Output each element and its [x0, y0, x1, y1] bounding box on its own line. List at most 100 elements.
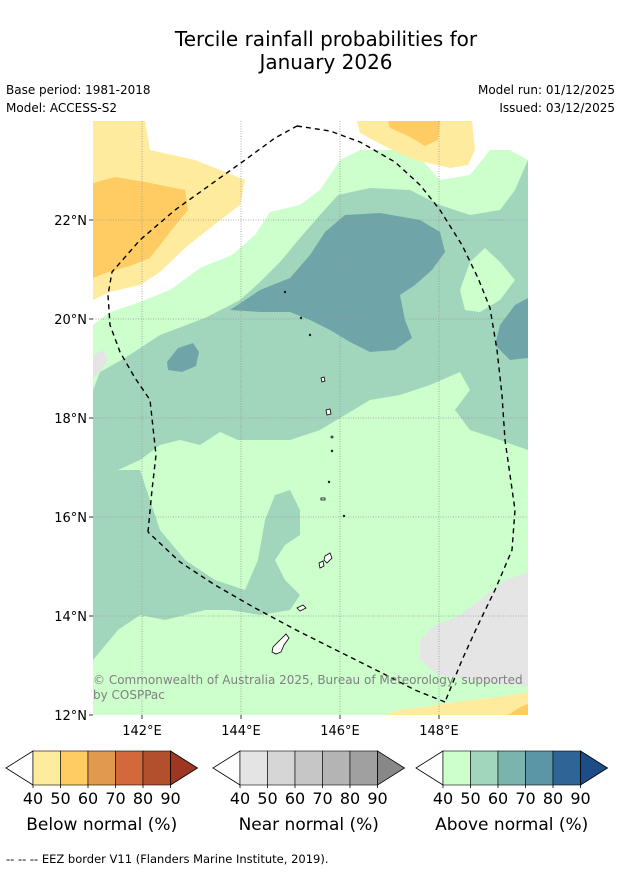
above-60-zone-core — [230, 213, 445, 352]
colorbar-max-extend — [377, 750, 406, 786]
colorbar-tick-label: 40 — [433, 789, 453, 808]
island-aguijan — [342, 514, 346, 518]
latitude-labels: 22°N 20°N 18°N 16°N 14°N 12°N — [54, 214, 87, 724]
below-40-zone-south — [385, 692, 528, 715]
colorbar-segment — [470, 750, 499, 786]
colorbar-segment — [239, 750, 268, 786]
lat-label: 12°N — [54, 709, 87, 724]
graticule — [93, 121, 528, 715]
island-tinian — [318, 560, 325, 569]
colorbar-segment — [525, 750, 554, 786]
island-anatahan — [320, 497, 326, 501]
island-guam — [271, 633, 290, 655]
above-60-zone-east — [495, 298, 528, 360]
island-sarigan — [327, 480, 331, 484]
lon-label: 146°E — [320, 724, 360, 739]
colorbar-near-normal: 40 50 60 70 80 90 Near normal (%) — [212, 750, 406, 835]
colorbar-min-extend — [5, 750, 34, 786]
colorbar-below-normal: 40 50 60 70 80 90 Below normal (%) — [5, 750, 199, 835]
title-line-1: Tercile rainfall probabilities for — [174, 27, 478, 51]
colorbar-tick-label: 50 — [257, 789, 277, 808]
colorbar-segment — [322, 750, 351, 786]
colorbar-tick-label: 80 — [340, 789, 360, 808]
lon-label: 144°E — [221, 724, 261, 739]
longitude-labels: 142°E 144°E 146°E 148°E — [122, 724, 459, 739]
island-outlines — [271, 290, 346, 655]
colorbar-title: Below normal (%) — [26, 815, 177, 835]
eez-border — [107, 125, 516, 703]
lat-label: 22°N — [54, 214, 87, 229]
colorbar-tick-label: 50 — [460, 789, 480, 808]
above-60-zone-west — [167, 343, 199, 372]
colorbar-tick-label: 40 — [230, 789, 250, 808]
island-agrihan — [320, 376, 326, 383]
footnote: -- -- -- EEZ border V11 (Flanders Marine… — [6, 852, 329, 866]
colorbar-tick-label: 50 — [50, 789, 70, 808]
colorbar-segment — [87, 750, 116, 786]
colorbar-title: Near normal (%) — [239, 815, 379, 835]
colorbar-tick-label: 70 — [105, 789, 125, 808]
colorbar-tick-label: 60 — [78, 789, 98, 808]
colorbar-max-extend — [580, 750, 609, 786]
colorbar-segment — [115, 750, 144, 786]
colorbar-tick-label: 70 — [312, 789, 332, 808]
colorbar-tick-label: 90 — [570, 789, 590, 808]
colorbar-segment — [497, 750, 526, 786]
colorbar-min-extend — [212, 750, 241, 786]
island-guguan — [330, 449, 334, 453]
island-rota — [296, 604, 307, 612]
page-title: Tercile rainfall probabilities for Janua… — [0, 28, 621, 74]
colorbar-tick-label: 90 — [367, 789, 387, 808]
map-panel: © Commonwealth of Australia 2025, Bureau… — [93, 121, 528, 715]
colorbar-segment — [32, 750, 61, 786]
island-uracas — [299, 316, 303, 320]
lon-label: 142°E — [122, 724, 162, 739]
model-run: Model run: 01/12/2025 — [477, 83, 615, 97]
lat-label: 16°N — [54, 511, 87, 526]
colorbar-segment — [60, 750, 89, 786]
lat-label: 20°N — [54, 313, 87, 328]
meta-right: Model run: 01/12/2025 Issued: 03/12/2025 — [478, 81, 615, 117]
colorbar-above-normal: 40 50 60 70 80 90 Above normal (%) — [415, 750, 609, 835]
colorbar-segment — [142, 750, 171, 786]
colorbar-title: Above normal (%) — [435, 815, 588, 835]
above-40-pocket-east — [460, 248, 515, 312]
issued-date: Issued: 03/12/2025 — [499, 101, 615, 115]
colorbar-tick-label: 60 — [488, 789, 508, 808]
near-40-zone-southeast — [420, 572, 528, 686]
colorbar-tick-label: 60 — [285, 789, 305, 808]
colorbar-segment — [267, 750, 296, 786]
island-saipan — [323, 552, 333, 564]
colorbar-tick-label: 80 — [543, 789, 563, 808]
near-40-zone-west — [93, 350, 108, 378]
meta-left: Base period: 1981-2018 Model: ACCESS-S2 — [6, 81, 151, 117]
colorbar-tick-label: 40 — [23, 789, 43, 808]
below-50-zone-northeast — [388, 121, 440, 146]
colorbar-tick-label: 90 — [160, 789, 180, 808]
island-asuncion — [283, 290, 287, 294]
below-50-zone-south — [508, 704, 528, 715]
below-50-zone-northwest — [93, 177, 188, 278]
lat-label: 18°N — [54, 412, 87, 427]
below-40-zone-northeast — [357, 121, 475, 168]
lat-label: 14°N — [54, 610, 87, 625]
base-period: Base period: 1981-2018 — [6, 83, 151, 97]
model-name: Model: ACCESS-S2 — [6, 101, 118, 115]
colorbar-tick-label: 80 — [133, 789, 153, 808]
colorbar-segment — [552, 750, 581, 786]
title-line-2: January 2026 — [259, 50, 393, 74]
axis-ticks — [89, 219, 440, 719]
copyright-text: © Commonwealth of Australia 2025, Bureau… — [93, 673, 523, 687]
island-pagan — [325, 408, 332, 416]
island-alamagan — [330, 435, 334, 439]
colorbar-segment — [294, 750, 323, 786]
island-maug — [308, 333, 312, 337]
above-50-zone-south — [93, 470, 300, 660]
colorbar-max-extend — [170, 750, 199, 786]
lon-label: 148°E — [419, 724, 459, 739]
copyright-text-line-2: by COSPPac — [93, 688, 165, 702]
colorbar-tick-label: 70 — [515, 789, 535, 808]
colorbar-segment — [442, 750, 471, 786]
colorbar-min-extend — [415, 750, 444, 786]
